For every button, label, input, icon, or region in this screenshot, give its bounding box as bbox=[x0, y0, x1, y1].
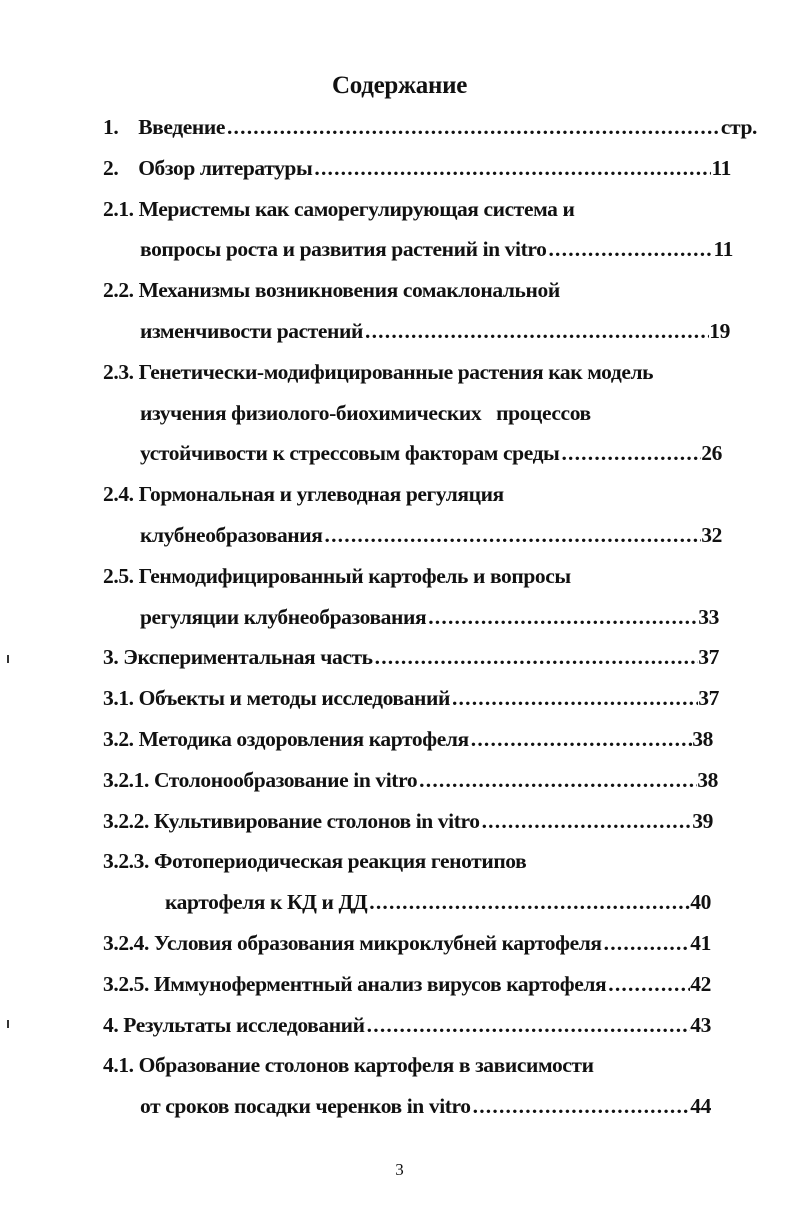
toc-entry: 3.1. Объекты и методы исследований 37 bbox=[103, 683, 719, 711]
toc-entry-page: 11 bbox=[711, 155, 731, 180]
toc-entry-label: картофеля к КД и ДД bbox=[165, 890, 368, 915]
dot-leader bbox=[426, 602, 698, 630]
toc-entry: регуляции клубнеобразования 33 bbox=[140, 602, 719, 630]
toc-entry: изучения физиолого-биохимических процесс… bbox=[140, 398, 591, 426]
toc-entry: от сроков посадки черенков in vitro 44 bbox=[140, 1091, 711, 1119]
toc-entry-label: изменчивости растений bbox=[140, 319, 364, 343]
toc-entry-label: 3.2.5. Иммуноферментный анализ вирусов к… bbox=[103, 971, 607, 996]
dot-leader bbox=[225, 112, 721, 140]
dot-leader bbox=[365, 1010, 691, 1038]
dot-leader bbox=[602, 928, 691, 956]
toc-entry-label: 2.4. Гормональная и углеводная регуляция bbox=[103, 482, 504, 507]
dot-leader bbox=[480, 806, 693, 834]
dot-leader bbox=[546, 234, 713, 262]
scan-speck bbox=[7, 655, 9, 663]
toc-entry-page: 43 bbox=[690, 1012, 711, 1037]
toc-entry: картофеля к КД и ДД 40 bbox=[165, 887, 711, 915]
toc-entry: вопросы роста и развития растений in vit… bbox=[140, 234, 733, 262]
toc-entry-label: от сроков посадки черенков in vitro bbox=[140, 1094, 471, 1119]
toc-entry: 3. Экспериментальная часть 37 bbox=[103, 642, 719, 670]
toc-entry: 3.2. Методика оздоровления картофеля 38 bbox=[103, 724, 713, 752]
toc-entry-label: изучения физиолого-биохимических процесс… bbox=[140, 400, 591, 425]
dot-leader bbox=[417, 765, 697, 793]
toc-entry: клубнеобразования 32 bbox=[140, 520, 722, 548]
page-number: 3 bbox=[395, 1160, 404, 1179]
toc-entry-page: 42 bbox=[690, 971, 711, 996]
toc-entry: 2. Обзор литературы 11 bbox=[103, 153, 731, 181]
toc-entry-page: 40 bbox=[690, 890, 711, 915]
dot-leader bbox=[606, 969, 690, 997]
toc-entry: 2.4. Гормональная и углеводная регуляция bbox=[103, 479, 504, 507]
toc-entry-label: клубнеобразования bbox=[140, 523, 323, 547]
toc-entry: 3.2.5. Иммуноферментный анализ вирусов к… bbox=[103, 969, 711, 997]
toc-entry-page: 37 bbox=[698, 686, 719, 711]
toc-entry-label: 2.3. Генетически-модифицированные растен… bbox=[103, 359, 654, 384]
toc-entry: 4. Результаты исследований 43 bbox=[103, 1010, 711, 1038]
dot-leader bbox=[559, 438, 701, 466]
toc-entry-page: 44 bbox=[690, 1094, 711, 1119]
dot-leader bbox=[367, 887, 690, 915]
dot-leader bbox=[323, 520, 702, 548]
dot-leader bbox=[363, 316, 709, 344]
dot-leader bbox=[469, 724, 693, 752]
dot-leader bbox=[450, 683, 698, 711]
toc-entry-page: 11 bbox=[713, 237, 733, 262]
toc-entry: изменчивости растений 19 bbox=[140, 316, 730, 344]
toc-entry-label: устойчивости к стрессовым факторам среды bbox=[140, 441, 560, 466]
toc-entry: 3.2.1. Столонообразование in vitro 38 bbox=[103, 765, 718, 793]
dot-leader bbox=[471, 1091, 691, 1119]
toc-entry-label: 3.2.1. Столонообразование in vitro bbox=[103, 767, 418, 792]
toc-entry: 2.3. Генетически-модифицированные растен… bbox=[103, 357, 653, 385]
toc-entry-label: 3.2. Методика оздоровления картофеля bbox=[103, 727, 469, 751]
dot-leader bbox=[373, 642, 699, 670]
toc-entry: 2.5. Генмодифицированный картофель и воп… bbox=[103, 561, 571, 589]
toc-entry: 3.2.3. Фотопериодическая реакция генотип… bbox=[103, 846, 526, 874]
dot-leader bbox=[312, 153, 711, 181]
toc-entry-page: 26 bbox=[701, 441, 722, 466]
toc-entry-page: 38 bbox=[697, 767, 718, 792]
toc-entry: 1. Введение стр. bbox=[103, 112, 757, 140]
toc-entry: 4.1. Образование столонов картофеля в за… bbox=[103, 1050, 594, 1078]
toc-entry-page: 33 bbox=[698, 604, 719, 629]
toc-entry-label: 3.2.2. Культивирование столонов in vitro bbox=[103, 808, 480, 833]
toc-entry-page: 19 bbox=[709, 319, 730, 343]
toc-entry-label: 1. Введение bbox=[103, 115, 225, 139]
toc-entry: 2.2. Механизмы возникновения сомаклональ… bbox=[103, 275, 560, 303]
toc-entry-label: 2. Обзор литературы bbox=[103, 155, 313, 180]
toc-entry-page: 37 bbox=[698, 645, 719, 670]
toc-entry-label: вопросы роста и развития растений in vit… bbox=[140, 237, 547, 262]
toc-entry-label: 4. Результаты исследований bbox=[103, 1012, 365, 1037]
toc-entry-label: регуляции клубнеобразования bbox=[140, 604, 427, 629]
toc-entry-page: 39 bbox=[692, 808, 713, 833]
toc-entry-label: 2.2. Механизмы возникновения сомаклональ… bbox=[103, 278, 560, 303]
toc-entry-label: 3.1. Объекты и методы исследований bbox=[103, 686, 450, 711]
toc-title: Содержание bbox=[331, 72, 467, 99]
toc-entry-label: 3.2.4. Условия образования микроклубней … bbox=[103, 931, 602, 955]
toc-entry-page: 38 bbox=[692, 727, 713, 751]
toc-entry-label: 2.1. Меристемы как саморегулирующая сист… bbox=[103, 196, 575, 221]
toc-entry-label: 2.5. Генмодифицированный картофель и воп… bbox=[103, 563, 571, 588]
toc-entry: 2.1. Меристемы как саморегулирующая сист… bbox=[103, 194, 575, 222]
scan-speck bbox=[7, 1020, 9, 1028]
toc-entry: 3.2.4. Условия образования микроклубней … bbox=[103, 928, 711, 956]
toc-entry: устойчивости к стрессовым факторам среды… bbox=[140, 438, 722, 466]
toc-entry-label: 3. Экспериментальная часть bbox=[103, 645, 373, 670]
toc-entry-page: 41 bbox=[690, 931, 711, 955]
toc-entry-page: 32 bbox=[701, 523, 722, 547]
toc-entry-page: стр. bbox=[720, 115, 757, 139]
toc-entry: 3.2.2. Культивирование столонов in vitro… bbox=[103, 806, 713, 834]
toc-entry-label: 4.1. Образование столонов картофеля в за… bbox=[103, 1053, 594, 1078]
toc-entry-label: 3.2.3. Фотопериодическая реакция генотип… bbox=[103, 849, 527, 874]
